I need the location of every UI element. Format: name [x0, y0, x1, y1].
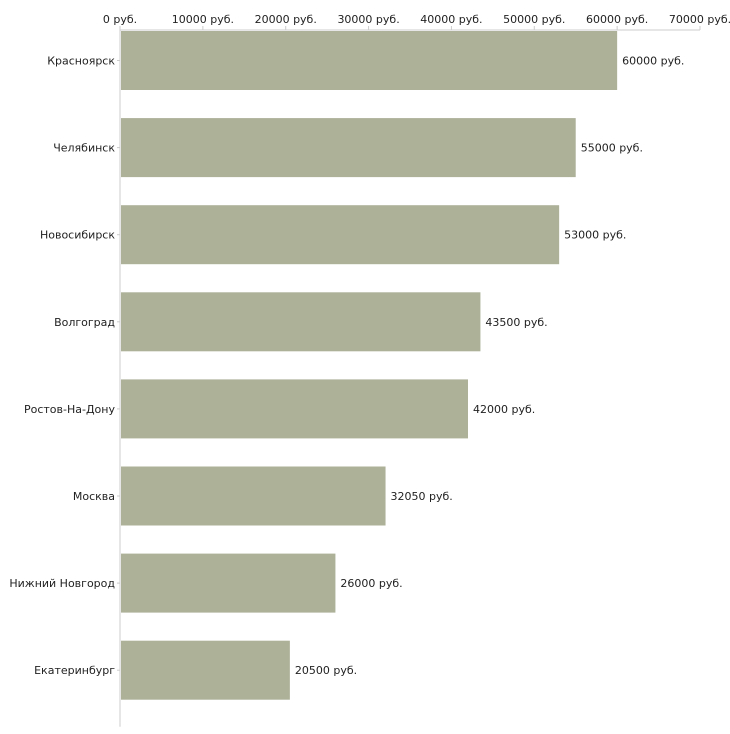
bar [121, 379, 468, 439]
labels-group: Красноярск 60000 руб. Челябинск 55000 руб. Н… [9, 55, 684, 678]
category-label: Волгоград [54, 316, 115, 329]
bar [121, 553, 336, 613]
category-label: Челябинск [53, 142, 115, 155]
x-axis: 0 руб. 10000 руб. 20000 руб. 30000 руб. 4000… [103, 13, 730, 727]
category-label: Екатеринбург [34, 664, 115, 677]
category-label: Ростов-На-Дону [24, 403, 115, 416]
x-tick-label: 30000 руб. [337, 13, 399, 26]
bar [121, 640, 290, 700]
value-label: 42000 руб. [473, 403, 535, 416]
x-tick-label: 60000 руб. [586, 13, 648, 26]
x-tick-label: 20000 руб. [255, 13, 317, 26]
x-tick-label: 40000 руб. [420, 13, 482, 26]
x-tick-label: 50000 руб. [503, 13, 565, 26]
bar [121, 205, 560, 265]
value-label: 60000 руб. [622, 55, 684, 68]
bar [121, 292, 481, 352]
value-label: 53000 руб. [564, 229, 626, 242]
value-label: 43500 руб. [485, 316, 547, 329]
category-label: Москва [73, 490, 115, 503]
x-tick-label: 70000 руб. [669, 13, 730, 26]
x-tick-label: 10000 руб. [172, 13, 234, 26]
bars-group [121, 31, 618, 700]
category-label: Красноярск [47, 55, 115, 68]
value-label: 55000 руб. [581, 142, 643, 155]
value-label: 32050 руб. [391, 490, 453, 503]
bar [121, 466, 386, 526]
x-tick-label: 0 руб. [103, 13, 137, 26]
value-label: 20500 руб. [295, 664, 357, 677]
bar [121, 31, 618, 90]
category-label: Нижний Новгород [9, 577, 115, 590]
bar [121, 118, 576, 178]
category-label: Новосибирск [40, 229, 115, 242]
value-label: 26000 руб. [340, 577, 402, 590]
